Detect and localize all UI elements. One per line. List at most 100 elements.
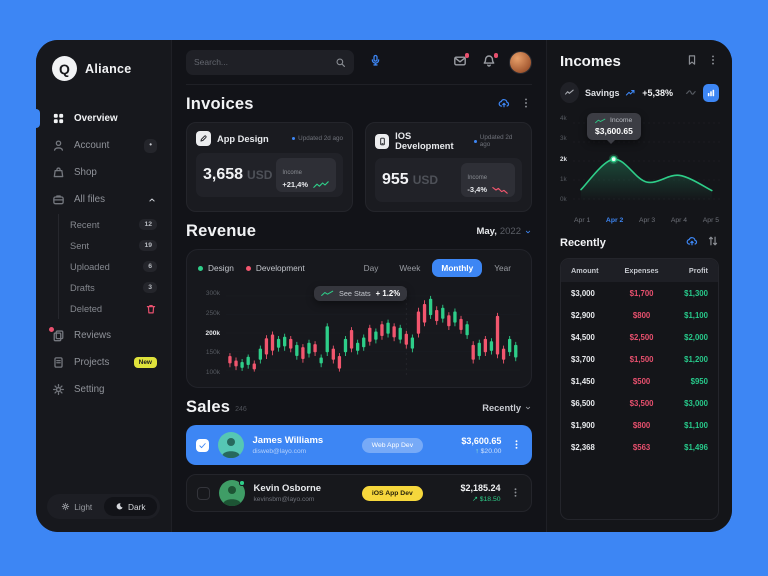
x-tick-apr-2[interactable]: Apr 2 (605, 217, 624, 224)
y-tick: 4k (560, 115, 567, 122)
user-avatar[interactable] (509, 50, 532, 74)
invoices-title: Invoices (186, 95, 254, 113)
profit-cell: $1,200 (684, 355, 708, 364)
sales-header: Sales 246 Recently (186, 398, 532, 417)
amount-cell: $3,000 (571, 289, 595, 298)
table-row[interactable]: $6,500 $3,500 $3,000 (561, 392, 718, 414)
sidebar-subitem-sent[interactable]: Sent 19 (59, 235, 171, 256)
recently-upload-button[interactable] (686, 235, 698, 250)
subitem-label: Recent (70, 219, 100, 230)
sidebar-subitem-drafts[interactable]: Drafts 3 (59, 277, 171, 298)
incomes-menu-button[interactable] (707, 54, 719, 69)
kebab-icon (511, 439, 522, 450)
sidebar-item-account[interactable]: Account • (36, 132, 171, 159)
income-chip: Income +21,4% (276, 158, 336, 192)
tab-monthly[interactable]: Monthly (432, 259, 483, 277)
moon-icon (115, 502, 124, 511)
expenses-cell: $563 (632, 443, 651, 452)
table-row[interactable]: $3,700 $1,500 $1,200 (561, 348, 718, 370)
sidebar-subitem-uploaded[interactable]: Uploaded 6 (59, 256, 171, 277)
sidebar-item-label: All files (74, 194, 106, 205)
y-tick: 1k (560, 175, 567, 183)
tab-day[interactable]: Day (355, 259, 388, 277)
search-icon[interactable] (335, 57, 346, 68)
sale-amount: $3,600.65 (461, 435, 502, 446)
customer-info: Kevin Osborne kevinsbm@layo.com (254, 483, 353, 503)
messages-button[interactable] (451, 53, 469, 71)
row-checkbox-checked[interactable] (196, 438, 209, 452)
customer-name: James Williams (252, 435, 324, 446)
row-menu-button[interactable] (510, 486, 521, 501)
bell-icon (482, 54, 496, 68)
y-tick: 100k (205, 369, 220, 376)
notifications-button[interactable] (480, 53, 498, 71)
search-input[interactable] (194, 57, 335, 67)
sales-row-james-williams[interactable]: James Williams disweb@layo.com Web App D… (186, 425, 532, 465)
bag-icon (52, 166, 65, 179)
phone-icon (375, 133, 390, 149)
microphone-button[interactable] (365, 52, 385, 72)
bookmark-button[interactable] (686, 54, 698, 69)
table-row[interactable]: $2,900 $800 $1,100 (561, 304, 718, 326)
invoice-currency: USD (247, 168, 273, 182)
sale-amount: $2,185.24 (460, 483, 501, 493)
invoice-card-app-design[interactable]: App Design Updated 2d ago 3,658 USD Incom… (186, 122, 353, 212)
sidebar-item-overview[interactable]: Overview (36, 105, 171, 132)
incomes-title: Incomes (560, 53, 621, 70)
invoice-card-ios-development[interactable]: IOS Development Updated 2d ago 955 USD In… (365, 122, 532, 212)
y-tick: 0k (560, 196, 567, 203)
light-theme-button[interactable]: Light (50, 497, 104, 516)
sales-row-kevin-osborne[interactable]: Kevin Osborne kevinsbm@layo.com iOS App … (186, 474, 532, 512)
row-checkbox-unchecked[interactable] (197, 486, 210, 500)
amount-cell: $3,700 (571, 355, 595, 364)
x-tick-apr-3[interactable]: Apr 3 (638, 217, 656, 224)
period-selector[interactable]: May, 2022 (476, 226, 532, 237)
sidebar-item-shop[interactable]: Shop (36, 159, 171, 186)
sidebar-subitem-recent[interactable]: Recent 12 (59, 214, 171, 235)
kebab-icon (510, 487, 521, 498)
table-row[interactable]: $4,500 $2,500 $2,000 (561, 326, 718, 348)
row-menu-button[interactable] (510, 438, 522, 453)
sidebar-item-setting[interactable]: Setting (36, 376, 171, 403)
topbar (186, 40, 532, 85)
see-stats-tooltip: See Stats + 1.2% (314, 286, 408, 301)
x-tick-apr-4[interactable]: Apr 4 (670, 217, 688, 224)
avatar (218, 480, 245, 506)
sidebar-item-reviews[interactable]: Reviews (36, 322, 171, 349)
revenue-title: Revenue (186, 222, 257, 240)
column-profit: Profit (688, 266, 708, 275)
subitem-label: Uploaded (70, 261, 110, 272)
sidebar-item-label: Overview (74, 113, 118, 124)
x-tick-apr-5[interactable]: Apr 5 (702, 217, 719, 224)
sort-arrows-icon (707, 235, 719, 247)
invoices-upload-button[interactable] (498, 97, 510, 112)
count-badge: 12 (139, 219, 157, 230)
project-tag: Web App Dev (361, 437, 424, 453)
chevron-down-icon (524, 404, 532, 412)
bar-chart-toggle-button[interactable] (702, 83, 719, 102)
table-row[interactable]: $3,000 $1,700 $1,300 (561, 282, 718, 304)
dark-theme-button[interactable]: Dark (103, 497, 157, 516)
invoice-name: IOS Development (395, 131, 454, 151)
income-area-chart[interactable]: 4k 3k 2k 1k 0k Income $3,600.65 (560, 113, 720, 213)
table-row[interactable]: $1,900 $800 $1,100 (561, 414, 718, 436)
sort-button[interactable] (707, 235, 719, 250)
sidebar-subitem-deleted[interactable]: Deleted (59, 298, 171, 319)
sidebar-item-projects[interactable]: Projects New (36, 349, 171, 376)
table-row[interactable]: $1,450 $500 $950 (561, 370, 718, 392)
doc-icon (52, 356, 65, 369)
sidebar-item-label: Setting (74, 384, 105, 395)
sidebar-item-all-files[interactable]: All files (36, 186, 171, 213)
invoices-menu-button[interactable] (520, 97, 532, 112)
tab-year[interactable]: Year (485, 259, 520, 277)
table-row[interactable]: $2,368 $563 $1,496 (561, 436, 718, 458)
tab-week[interactable]: Week (390, 259, 429, 277)
candlestick-chart[interactable] (226, 284, 520, 380)
line-chart-toggle-icon[interactable] (685, 86, 697, 99)
x-tick-apr-1[interactable]: Apr 1 (574, 217, 591, 224)
sales-sort[interactable]: Recently (482, 403, 532, 413)
bookmark-icon (686, 54, 698, 66)
sale-amounts: $2,185.24 ↗ $18.50 (432, 483, 501, 503)
sidebar-subitems: Recent 12 Sent 19 Uploaded 6 Drafts 3 Deleted (58, 214, 171, 319)
